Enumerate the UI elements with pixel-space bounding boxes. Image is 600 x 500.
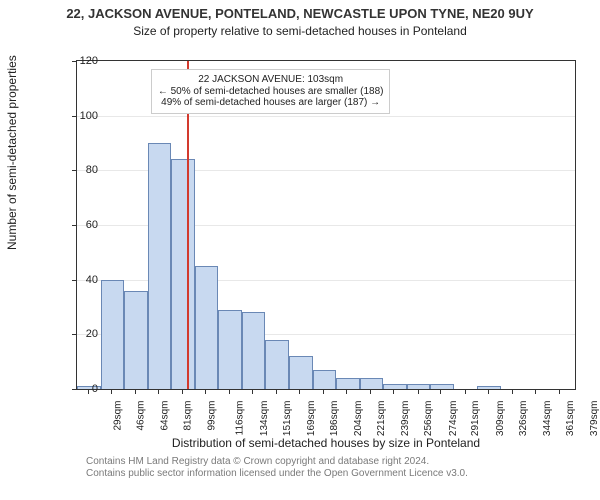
y-tick-label: 0 [58, 383, 98, 395]
y-tick-label: 100 [58, 110, 98, 122]
x-tick-label: 309sqm [495, 401, 506, 437]
histogram-bar [289, 356, 313, 389]
y-tick-label: 60 [58, 219, 98, 231]
x-tick-mark [299, 389, 300, 394]
x-tick-mark [252, 389, 253, 394]
histogram-bar [265, 340, 289, 389]
x-tick-mark [393, 389, 394, 394]
plot-area: 22 JACKSON AVENUE: 103sqm← 50% of semi-d… [76, 60, 576, 390]
x-tick-mark [370, 389, 371, 394]
histogram-bar [430, 384, 454, 389]
x-tick-mark [488, 389, 489, 394]
annotation-line: 49% of semi-detached houses are larger (… [158, 97, 384, 109]
x-tick-label: 186sqm [329, 401, 340, 437]
x-axis-label: Distribution of semi-detached houses by … [76, 436, 576, 450]
histogram-bar [171, 159, 195, 389]
x-tick-mark [535, 389, 536, 394]
x-tick-mark [182, 389, 183, 394]
x-tick-mark [418, 389, 419, 394]
histogram-bar [336, 378, 360, 389]
chart-title: 22, JACKSON AVENUE, PONTELAND, NEWCASTLE… [0, 6, 600, 21]
y-axis-label: Number of semi-detached properties [5, 55, 19, 250]
y-tick-label: 20 [58, 328, 98, 340]
x-tick-label: 81sqm [182, 401, 193, 431]
x-tick-label: 274sqm [448, 401, 459, 437]
gridline-h [77, 116, 575, 117]
x-tick-mark [323, 389, 324, 394]
histogram-bar [383, 384, 407, 389]
annotation-line: ← 50% of semi-detached houses are smalle… [158, 86, 384, 98]
x-tick-label: 134sqm [259, 401, 270, 437]
x-tick-label: 326sqm [518, 401, 529, 437]
x-tick-label: 344sqm [542, 401, 553, 437]
x-tick-label: 116sqm [234, 401, 245, 436]
annotation-box: 22 JACKSON AVENUE: 103sqm← 50% of semi-d… [151, 69, 391, 114]
x-tick-mark [465, 389, 466, 394]
x-tick-label: 239sqm [400, 401, 411, 437]
x-tick-mark [205, 389, 206, 394]
x-tick-mark [158, 389, 159, 394]
x-tick-label: 361sqm [565, 401, 576, 437]
y-tick-label: 80 [58, 164, 98, 176]
x-tick-label: 221sqm [376, 401, 387, 437]
histogram-bar [477, 386, 501, 389]
x-tick-label: 291sqm [470, 401, 481, 437]
footnote-line-1: Contains HM Land Registry data © Crown c… [86, 456, 586, 467]
histogram-bar [218, 310, 242, 389]
x-tick-mark [512, 389, 513, 394]
x-tick-label: 46sqm [135, 401, 146, 431]
x-tick-label: 29sqm [112, 401, 123, 431]
x-tick-label: 64sqm [159, 401, 170, 431]
x-tick-label: 99sqm [206, 401, 217, 431]
annotation-line: 22 JACKSON AVENUE: 103sqm [158, 74, 384, 86]
histogram-bar [242, 312, 266, 389]
chart-subtitle: Size of property relative to semi-detach… [0, 24, 600, 38]
histogram-bar [313, 370, 337, 389]
x-tick-label: 256sqm [423, 401, 434, 437]
x-tick-label: 169sqm [306, 401, 317, 437]
footnote-line-2: Contains public sector information licen… [86, 468, 586, 479]
y-tick-label: 120 [58, 55, 98, 67]
chart-container: 22, JACKSON AVENUE, PONTELAND, NEWCASTLE… [0, 0, 600, 500]
histogram-bar [360, 378, 384, 389]
histogram-bar [124, 291, 148, 389]
x-tick-label: 151sqm [282, 401, 293, 437]
histogram-bar [195, 266, 219, 389]
x-tick-mark [276, 389, 277, 394]
x-tick-label: 204sqm [353, 401, 364, 437]
x-tick-mark [440, 389, 441, 394]
x-tick-mark [229, 389, 230, 394]
histogram-bar [148, 143, 172, 389]
x-tick-mark [346, 389, 347, 394]
y-tick-label: 40 [58, 274, 98, 286]
histogram-bar [101, 280, 125, 389]
x-tick-mark [559, 389, 560, 394]
x-tick-mark [135, 389, 136, 394]
histogram-bar [407, 384, 431, 389]
x-tick-label: 379sqm [589, 401, 600, 437]
x-tick-mark [111, 389, 112, 394]
